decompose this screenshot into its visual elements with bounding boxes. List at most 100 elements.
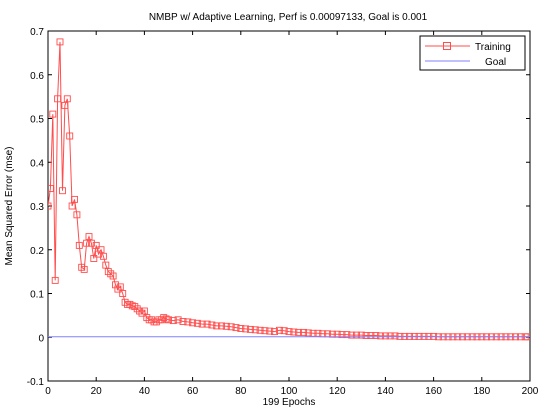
training-point [140, 307, 148, 315]
training-point [68, 202, 76, 210]
training-point [87, 239, 95, 247]
training-point [99, 252, 107, 260]
training-point [174, 316, 182, 324]
training-point [152, 318, 160, 326]
training-point [136, 307, 144, 315]
training-point [381, 332, 389, 340]
training-point [102, 261, 110, 269]
training-point [271, 328, 278, 336]
x-tick-label: 120 [329, 386, 346, 397]
training-point [362, 332, 370, 339]
training-point [357, 331, 365, 339]
training-point [343, 331, 351, 339]
training-point [48, 185, 54, 192]
training-point [97, 246, 105, 254]
training-point [78, 263, 86, 271]
legend-training-marker [443, 42, 451, 50]
x-tick-label: 60 [187, 386, 199, 397]
x-tick-label: 200 [522, 386, 539, 397]
training-point [121, 298, 129, 306]
training-point [131, 303, 139, 311]
training-point [184, 318, 192, 326]
y-tick-label: 0.5 [30, 115, 44, 126]
training-point [227, 323, 235, 331]
x-tick-label: 80 [235, 386, 247, 397]
x-axis-label: 199 Epochs [263, 397, 316, 407]
training-point [189, 319, 197, 327]
x-tick-label: 40 [139, 386, 151, 397]
training-point [203, 320, 211, 328]
training-point [377, 332, 385, 340]
training-point [246, 325, 254, 333]
training-point [304, 329, 312, 337]
training-point [63, 95, 71, 103]
training-point [290, 328, 298, 336]
y-tick-label: 0.7 [30, 27, 44, 38]
training-point [71, 195, 78, 203]
training-point [348, 331, 356, 339]
training-point [49, 110, 57, 118]
chart-title: NMBP w/ Adaptive Learning, Perf is 0.000… [149, 12, 428, 23]
x-tick-label: 140 [377, 386, 394, 397]
training-point [95, 250, 103, 258]
training-point [280, 327, 288, 335]
training-point [109, 272, 117, 280]
y-tick-label: 0.4 [30, 158, 44, 169]
training-point [133, 305, 141, 313]
legend-training-label: Training [475, 42, 511, 53]
training-point [116, 283, 124, 291]
y-tick-label: -0.1 [27, 377, 45, 388]
legend-box [419, 35, 526, 71]
x-tick-label: 160 [425, 386, 442, 397]
y-tick-label: 0.6 [30, 71, 44, 82]
training-point [92, 241, 100, 249]
training-point [372, 332, 380, 339]
training-point [213, 322, 221, 330]
training-point [218, 322, 225, 330]
axis-ticks [47, 30, 531, 382]
axis-tick-labels: 0 20 40 60 80 100 120 140 160 180 200-0.100.10.20.… [27, 27, 539, 397]
training-point [179, 318, 187, 325]
training-point [169, 317, 177, 325]
x-tick-label: 100 [281, 386, 298, 397]
training-point [51, 276, 59, 284]
training-point [143, 314, 151, 322]
training-point [261, 327, 269, 335]
training-point [61, 101, 69, 109]
training-point [160, 314, 168, 322]
plot-frame [47, 30, 531, 382]
training-point [59, 187, 66, 195]
y-tick-label: 0.3 [30, 202, 44, 213]
y-tick-label: 0.1 [30, 290, 44, 301]
training-point [237, 325, 245, 332]
training-point [73, 211, 81, 219]
training-point [107, 270, 115, 278]
x-tick-label: 0 [45, 386, 51, 397]
training-point [90, 255, 98, 262]
training-point [338, 331, 346, 339]
training-point [242, 325, 250, 333]
training-point [386, 332, 394, 340]
training-point [367, 332, 375, 339]
training-point [119, 290, 127, 297]
legend: Training Goal [419, 35, 526, 71]
training-point [56, 38, 64, 46]
training-point [112, 281, 119, 289]
training-point [208, 321, 216, 329]
legend-goal-label: Goal [485, 57, 506, 68]
training-point [157, 316, 165, 324]
y-axis-label: Mean Squared Error (mse) [4, 147, 15, 266]
y-tick-label: 0.2 [30, 246, 44, 257]
y-tick-label: 0 [38, 333, 44, 344]
x-tick-label: 20 [91, 386, 103, 397]
training-point [198, 320, 206, 328]
training-point [266, 327, 274, 335]
training-point [66, 132, 74, 140]
training-point [300, 328, 307, 336]
x-tick-label: 180 [473, 386, 490, 397]
training-point [256, 326, 264, 334]
training-point [222, 322, 230, 330]
training-point [114, 285, 122, 293]
training-point [83, 239, 91, 247]
